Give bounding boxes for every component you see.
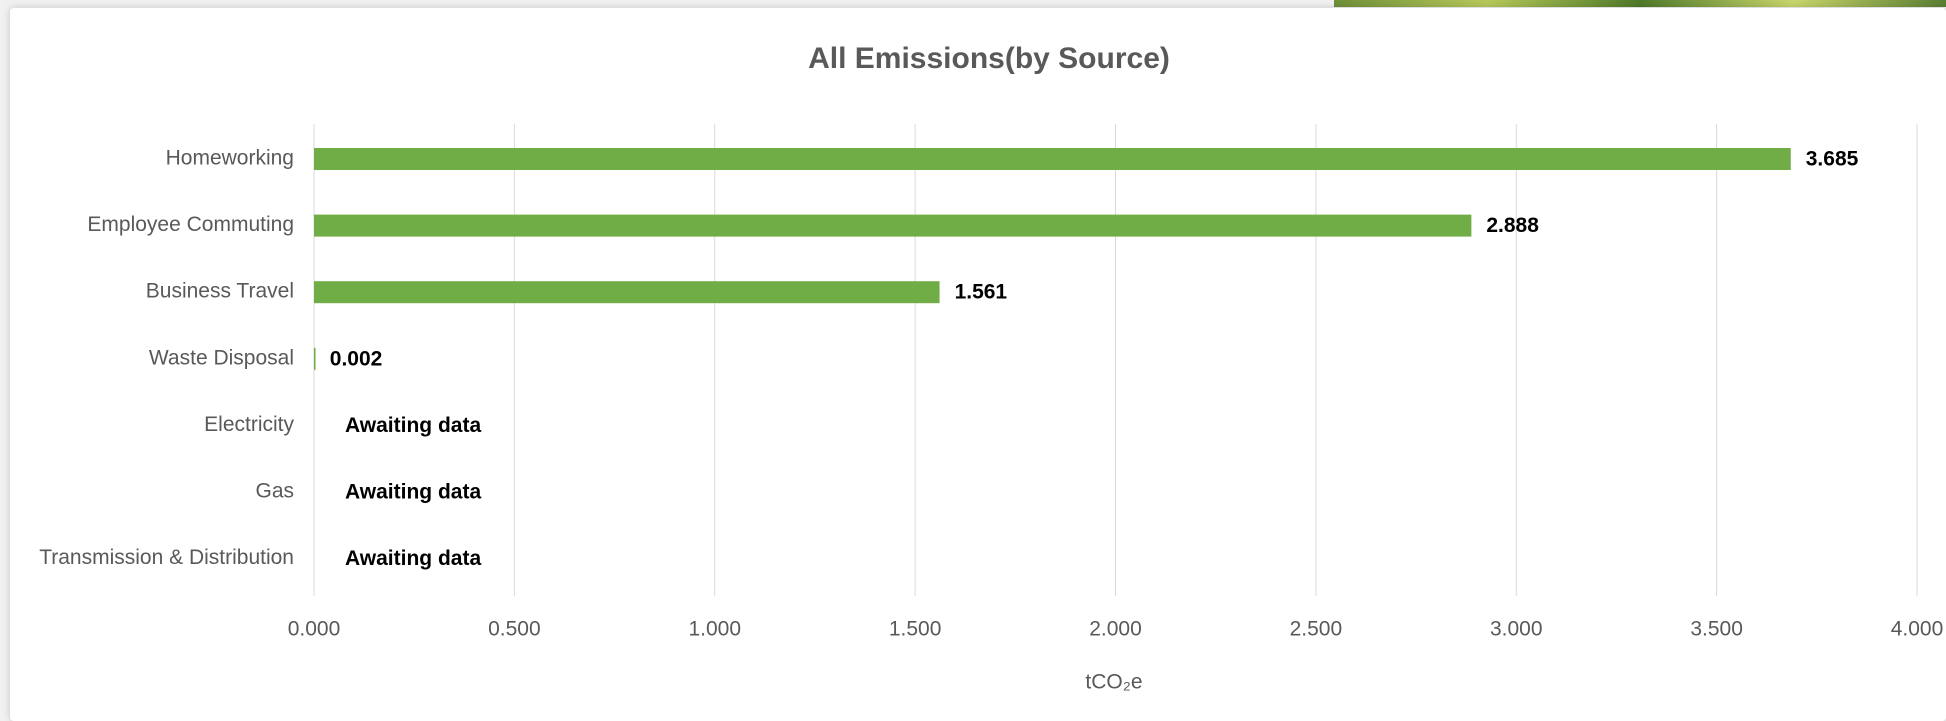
bar <box>314 347 316 370</box>
chart-card <box>10 8 1946 721</box>
value-label: Awaiting data <box>345 547 481 570</box>
value-label: 3.685 <box>1806 148 1859 171</box>
background-photo <box>1334 0 1946 7</box>
x-axis-title: tCO₂e <box>1085 671 1142 694</box>
x-tick-label: 1.500 <box>889 618 942 641</box>
bar <box>314 281 940 304</box>
y-tick-label: Transmission & Distribution <box>39 546 294 569</box>
value-label: 0.002 <box>330 347 383 370</box>
x-tick-label: 2.500 <box>1290 618 1343 641</box>
x-tick-label: 3.000 <box>1490 618 1543 641</box>
x-tick-label: 1.000 <box>688 618 741 641</box>
x-tick-label: 4.000 <box>1891 618 1944 641</box>
y-tick-label: Employee Commuting <box>87 213 294 236</box>
x-tick-label: 0.000 <box>288 618 341 641</box>
chart-title: All Emissions(by Source) <box>808 42 1170 75</box>
y-tick-label: Waste Disposal <box>149 346 294 369</box>
y-tick-label: Electricity <box>204 413 294 436</box>
y-tick-label: Business Travel <box>146 280 294 303</box>
value-label: 2.888 <box>1486 214 1539 237</box>
value-label: 1.561 <box>955 281 1008 304</box>
bar <box>314 148 1791 170</box>
bar <box>314 214 1472 237</box>
y-tick-label: Gas <box>255 480 294 503</box>
value-label: Awaiting data <box>345 414 481 437</box>
y-tick-label: Homeworking <box>166 147 294 170</box>
value-label: Awaiting data <box>345 481 481 504</box>
x-tick-label: 3.500 <box>1690 618 1743 641</box>
x-tick-label: 2.000 <box>1089 618 1142 641</box>
x-tick-label: 0.500 <box>488 618 541 641</box>
